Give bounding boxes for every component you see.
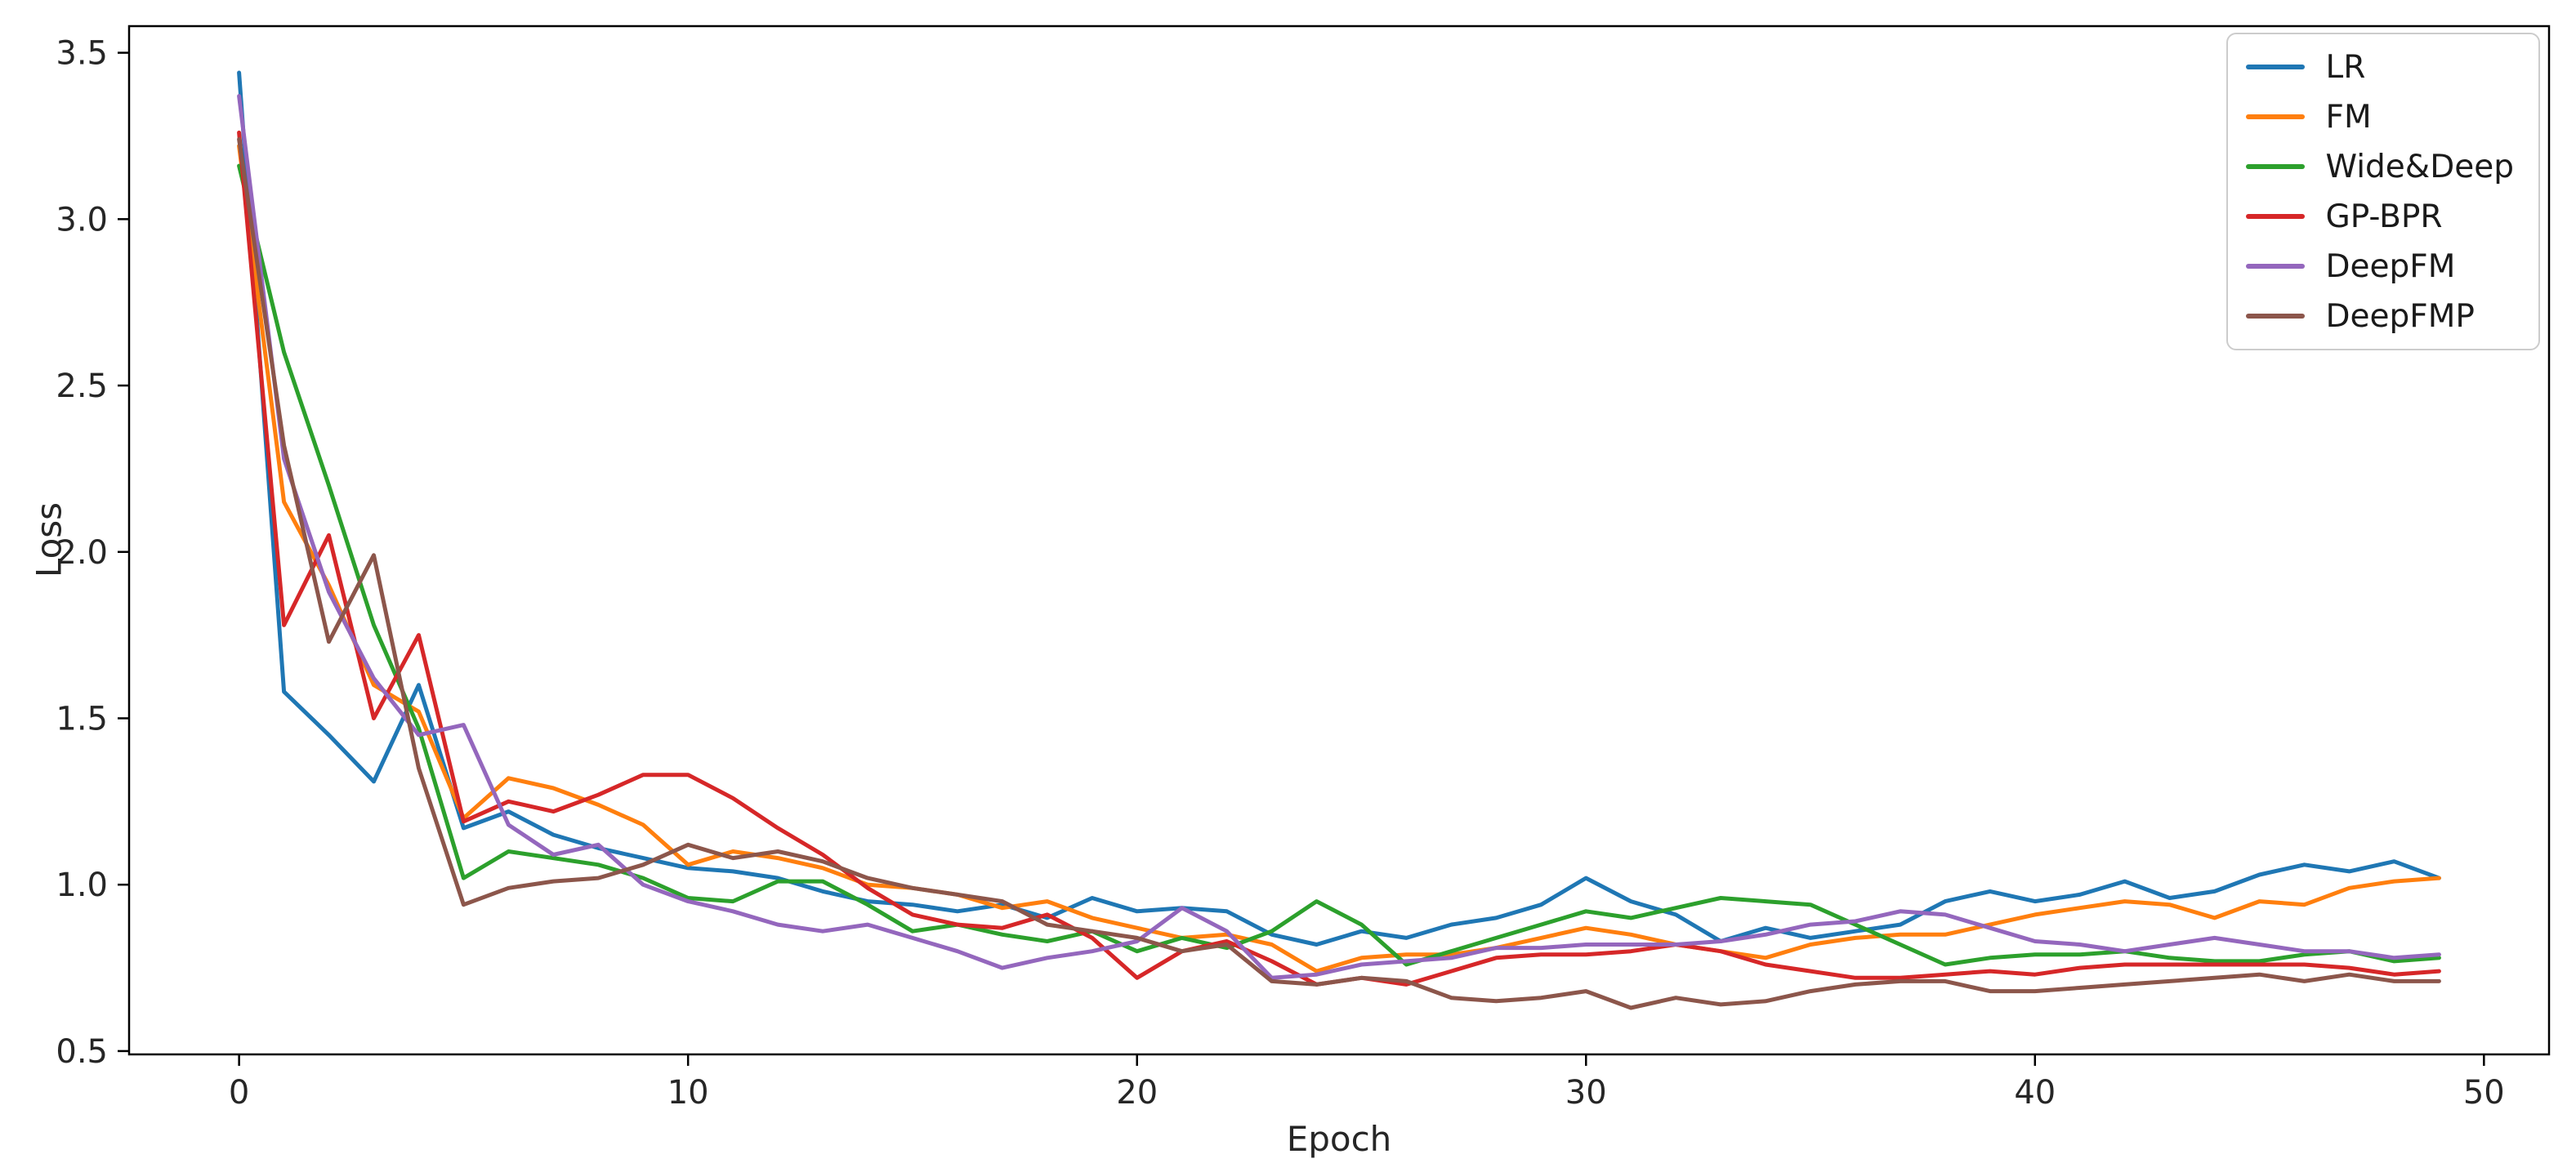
series-line-lr — [237, 70, 2441, 947]
y-tick-label: 1.0 — [56, 867, 108, 904]
legend-label: DeepFMP — [2325, 297, 2475, 335]
plot-border — [127, 25, 2551, 1056]
x-tick-label: 50 — [2463, 1074, 2505, 1112]
legend-label: FM — [2325, 98, 2372, 136]
legend: LR FM Wide&Deep GP-BPR DeepFM DeepFMP — [2226, 33, 2540, 350]
legend-item-fm: FM — [2245, 97, 2514, 136]
legend-label: LR — [2325, 48, 2366, 86]
y-tick-label: 0.5 — [56, 1033, 108, 1071]
series-line-gp-bpr — [237, 130, 2441, 987]
x-axis-label: Epoch — [1286, 1119, 1392, 1159]
x-tick-label: 10 — [667, 1074, 709, 1112]
fm-line-swatch-icon — [2245, 114, 2305, 119]
lr-line-swatch-icon — [2245, 65, 2305, 69]
x-tick-label: 30 — [1565, 1074, 1607, 1112]
legend-item-gp-bpr: GP-BPR — [2245, 197, 2514, 236]
legend-item-deepfmp: DeepFMP — [2245, 296, 2514, 336]
legend-label: GP-BPR — [2325, 198, 2443, 235]
series-line-fm — [237, 144, 2441, 974]
series-line-deepfmp — [237, 137, 2441, 1010]
deepfm-line-swatch-icon — [2245, 264, 2305, 269]
wide-deep-line-swatch-icon — [2245, 164, 2305, 169]
deepfmp-line-swatch-icon — [2245, 314, 2305, 319]
legend-item-lr: LR — [2245, 47, 2514, 87]
x-tick-label: 0 — [229, 1074, 249, 1112]
x-tick-label: 40 — [2014, 1074, 2056, 1112]
y-tick-label: 3.0 — [56, 201, 108, 238]
series-line-wide-deep — [237, 163, 2441, 967]
y-tick-label: 3.5 — [56, 35, 108, 73]
legend-label: Wide&Deep — [2325, 148, 2514, 185]
legend-label: DeepFM — [2325, 247, 2456, 285]
x-tick-label: 20 — [1116, 1074, 1158, 1112]
legend-item-wide-deep: Wide&Deep — [2245, 147, 2514, 186]
y-tick-label: 2.5 — [56, 368, 108, 405]
y-tick-label: 1.5 — [56, 700, 108, 738]
y-axis-label: Loss — [29, 501, 69, 578]
y-tick-label: 2.0 — [56, 534, 108, 572]
legend-item-deepfm: DeepFM — [2245, 247, 2514, 286]
series-line-deepfm — [237, 94, 2441, 980]
gp-bpr-line-swatch-icon — [2245, 214, 2305, 219]
